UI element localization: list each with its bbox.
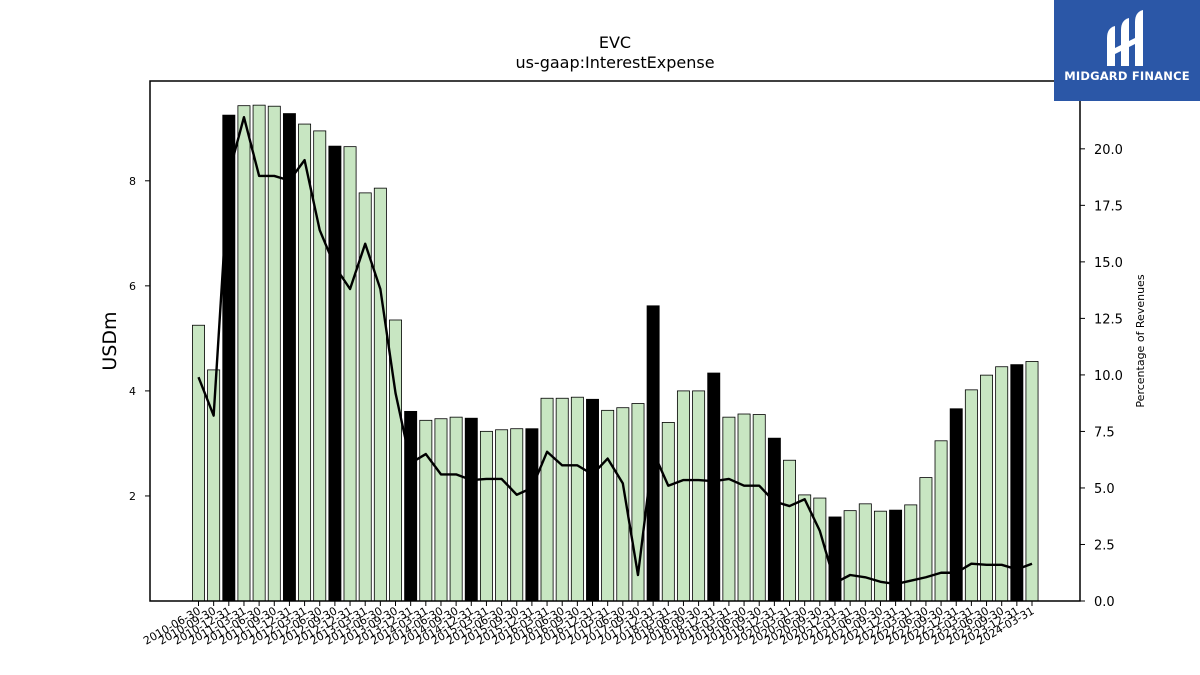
right-axis: 0.0 2.5 5.0 7.5 10.0 12.5 15.0 17.5 20.0 [1080, 143, 1123, 610]
bar [737, 413, 751, 602]
bar [722, 416, 736, 602]
y2-tick-label: 7.5 [1094, 425, 1115, 440]
y2-tick-label: 0.0 [1094, 595, 1115, 610]
y-tick-label: 4 [129, 385, 136, 398]
chart-title: EVC [599, 33, 631, 52]
bar [252, 104, 266, 602]
bar [707, 372, 721, 602]
plot-frame [149, 80, 1081, 602]
bar [495, 429, 509, 602]
bar [661, 422, 675, 602]
bar [373, 187, 387, 602]
bar-group [192, 104, 1039, 602]
bar [889, 509, 903, 602]
line-group [197, 115, 1033, 586]
bar [692, 390, 706, 602]
y2-tick-label: 2.5 [1094, 538, 1115, 553]
y2-tick-label: 17.5 [1094, 199, 1123, 214]
bar [570, 396, 584, 602]
bar [298, 123, 312, 602]
bar [767, 437, 781, 602]
y2-tick-label: 10.0 [1094, 369, 1123, 384]
bar [328, 145, 342, 602]
bar [313, 130, 327, 602]
bar [267, 105, 281, 602]
bar [510, 428, 524, 602]
bar [192, 324, 205, 602]
bar [752, 414, 766, 602]
brand-name: MIDGARD FINANCE [1064, 69, 1190, 83]
bar [964, 389, 978, 602]
bar [434, 418, 448, 602]
bar [343, 146, 357, 602]
bar [676, 390, 690, 602]
y-axis-label: USDm [99, 311, 121, 370]
bar [601, 409, 615, 602]
bar [419, 419, 433, 602]
x-axis: 2010-06-302010-09-302010-12-312011-03-31… [141, 601, 1037, 648]
chart-subtitle: us-gaap:InterestExpense [515, 53, 714, 72]
bar [919, 477, 933, 602]
bar [555, 397, 569, 602]
bar [783, 459, 796, 602]
bar [525, 428, 539, 602]
y-tick-label: 6 [129, 280, 136, 293]
bar [479, 430, 493, 602]
bar [237, 105, 251, 602]
brand-logo: MIDGARD FINANCE [1054, 0, 1200, 101]
bar [904, 504, 918, 602]
y2-axis-label: Percentage of Revenues [1134, 274, 1147, 407]
logo-icon [1107, 10, 1143, 66]
bar [449, 416, 463, 602]
revenue-percentage-line [197, 115, 1033, 586]
bar [858, 503, 872, 602]
bar [843, 510, 857, 602]
y2-tick-label: 12.5 [1094, 312, 1123, 327]
bar [282, 113, 296, 602]
y2-tick-label: 5.0 [1094, 482, 1115, 497]
bar [828, 516, 842, 602]
bar [464, 417, 478, 602]
bar [1010, 364, 1024, 602]
bar [934, 440, 948, 602]
y-tick-label: 2 [129, 490, 136, 503]
y-tick-label: 8 [129, 175, 136, 188]
bar [540, 397, 554, 602]
y2-tick-label: 15.0 [1094, 256, 1123, 271]
bar [586, 398, 599, 602]
y2-tick-label: 20.0 [1094, 143, 1123, 158]
bar [873, 510, 887, 602]
left-axis: 2 4 6 8 [129, 175, 150, 503]
bar [980, 374, 993, 602]
